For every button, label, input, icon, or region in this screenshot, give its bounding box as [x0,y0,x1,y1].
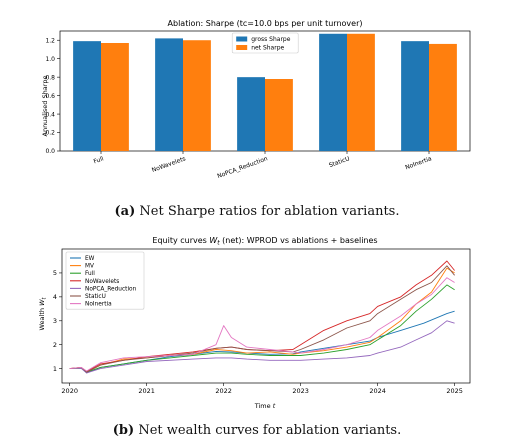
bar-xtick-label: StaticU [328,155,351,169]
bar-net-sharpe-noinertia [429,43,457,151]
line-legend-label-ew: EW [85,256,95,262]
bar-gross-sharpe-staticu [319,33,347,152]
line-ytick-label: 1 [53,365,57,373]
line-ytick-label: 5 [53,269,57,277]
line-ytick-label: 3 [53,317,57,325]
bar-legend-label-gross-sharpe: gross Sharpe [251,36,291,43]
bar-gross-sharpe-nopca-reduction [237,77,265,151]
caption-b-label: (b) [112,423,135,438]
line-xtick-label: 2020 [61,387,78,395]
bar-ytick-label: 1.0 [45,56,55,63]
bar-ytick-label: 0.8 [45,74,55,81]
bar-gross-sharpe-full [73,41,101,151]
line-legend-label-noinertia: NoInertia [85,302,112,308]
bar-chart-ylabel: Annualised Sharpe [41,75,49,136]
bar-legend-box [231,32,299,54]
sharpe-bar-chart: Ablation: Sharpe (tc=10.0 bps per unit t… [41,19,471,180]
line-ytick-label: 4 [53,293,57,301]
line-xtick-label: 2021 [138,387,155,395]
bar-ytick-label: 0.2 [45,130,55,137]
bar-ytick-label: 0.4 [45,111,55,118]
line-chart-xlabel: Time t [254,402,276,410]
line-xtick-label: 2022 [215,387,232,395]
bar-ytick-label: 0.0 [45,148,55,155]
line-legend-label-full: Full [85,271,95,277]
caption-b: (b) Net wealth curves for ablation varia… [0,423,514,438]
bar-legend-swatch-net-sharpe [236,45,248,50]
line-series-noinertia [69,277,455,372]
bar-legend-swatch-gross-sharpe [236,36,248,42]
bar-ytick-label: 1.2 [45,37,55,44]
line-ytick-label: 2 [53,341,57,349]
line-plot-frame [61,248,471,384]
line-series-full [69,284,455,373]
bar-xtick-label: NoInertia [404,155,433,171]
line-series-nopca-reduction [69,320,455,374]
bar-xtick-label: NoWavelets [151,155,187,174]
bar-chart-legend: gross Sharpe net Sharpe [231,32,299,54]
bar-legend-label-net-sharpe: net Sharpe [251,45,284,52]
line-legend-box [65,251,145,310]
bar-gross-sharpe-nowavelets [155,38,183,152]
bar-net-sharpe-staticu [347,33,375,152]
bar-chart-title: Ablation: Sharpe (tc=10.0 bps per unit t… [168,19,363,28]
caption-b-text: Net wealth curves for ablation variants. [138,423,402,438]
line-legend-label-nowavelets: NoWavelets [85,279,119,285]
line-legend-label-staticu: StaticU [85,294,106,300]
bar-gross-sharpe-noinertia [401,41,429,151]
line-chart-ylabel: Wealth Wt [38,296,48,330]
line-xtick-label: 2024 [369,387,386,395]
bar-net-sharpe-nowavelets [183,40,211,151]
caption-a: (a) Net Sharpe ratios for ablation varia… [0,204,514,219]
bar-xtick-label: NoPCA_Reduction [216,155,268,180]
bar-net-sharpe-full [101,43,129,151]
bar-net-sharpe-nopca-reduction [265,79,293,151]
line-xtick-label: 2025 [446,387,463,395]
line-series-staticu [69,265,455,373]
line-legend-label-nopca-reduction: NoPCA_Reduction [85,286,137,292]
caption-a-label: (a) [114,204,136,219]
bar-xtick-label: Full [93,155,105,165]
line-chart-title: Equity curves Wt (net): WPROD vs ablatio… [152,236,377,247]
line-xtick-label: 2023 [292,387,309,395]
line-legend-label-mv: MV [85,264,94,270]
caption-a-text: Net Sharpe ratios for ablation variants. [139,204,400,219]
wealth-line-chart: Equity curves Wt (net): WPROD vs ablatio… [38,236,471,410]
bar-ytick-label: 0.6 [45,93,55,100]
